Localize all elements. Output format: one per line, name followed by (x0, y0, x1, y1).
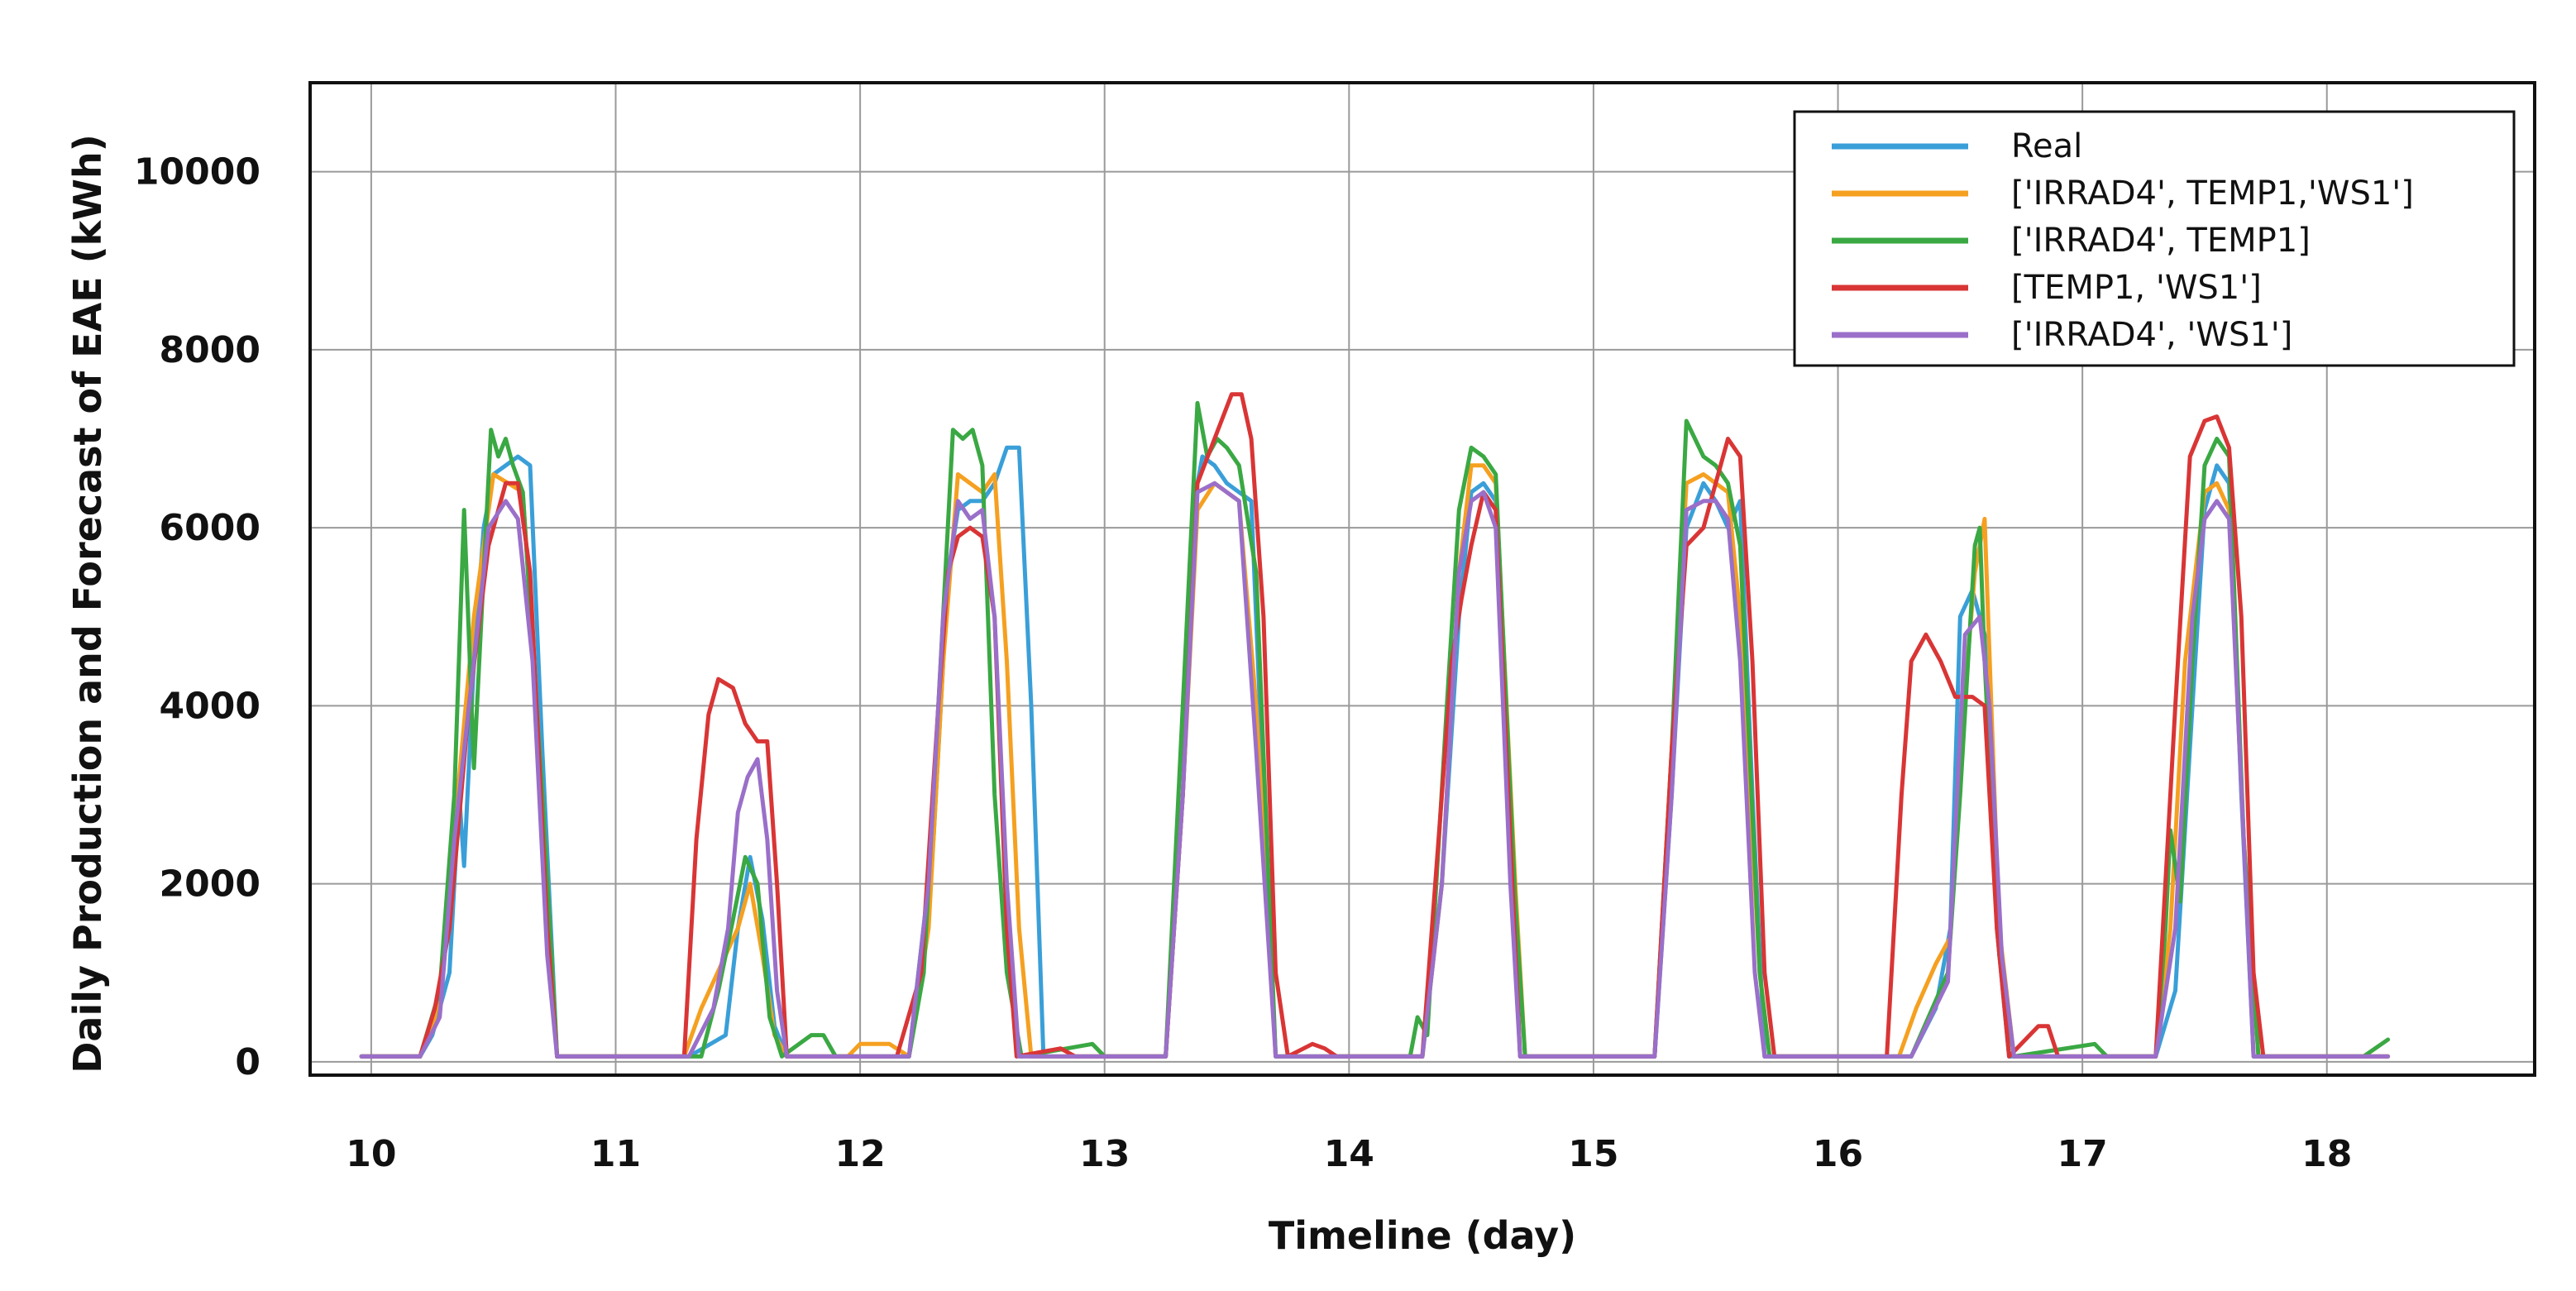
plot-frame (308, 81, 2536, 1077)
legend-label: ['IRRAD4', TEMP1] (2011, 222, 2311, 260)
series-line (359, 445, 2391, 1059)
x-tick-label: 11 (590, 1133, 641, 1175)
series-line (359, 392, 2391, 1059)
y-tick-label: 10000 (134, 151, 260, 194)
series-line (359, 481, 2391, 1059)
x-tick-label: 12 (834, 1133, 885, 1175)
legend-label: ['IRRAD4', 'WS1'] (2011, 316, 2292, 354)
x-tick-label: 18 (2301, 1133, 2352, 1175)
x-tick-label: 10 (346, 1133, 396, 1175)
y-axis-title: Daily Production and Forecast of EAE (kW… (65, 134, 110, 1073)
x-tick-label: 13 (1079, 1133, 1130, 1175)
y-axis-ticks: 0 2000 4000 6000 8000 10000 (134, 151, 260, 1083)
legend-label: Real (2011, 127, 2082, 165)
x-axis-ticks: 10 11 12 13 14 15 16 17 18 (346, 1133, 2352, 1175)
legend: Real ['IRRAD4', TEMP1,'WS1'] ['IRRAD4', TE… (1793, 110, 2516, 367)
x-tick-label: 15 (1568, 1133, 1618, 1175)
y-tick-label: 6000 (160, 507, 260, 549)
y-tick-label: 0 (235, 1041, 260, 1083)
series-lines (359, 392, 2391, 1059)
x-axis-title: Timeline (day) (1269, 1213, 1576, 1258)
y-tick-label: 4000 (160, 685, 260, 727)
legend-label: ['IRRAD4', TEMP1,'WS1'] (2011, 175, 2414, 213)
grid-lines (310, 83, 2535, 1075)
y-tick-label: 2000 (160, 863, 260, 906)
y-tick-label: 8000 (160, 329, 260, 371)
series-line (359, 463, 2391, 1059)
x-tick-label: 14 (1324, 1133, 1374, 1175)
x-tick-label: 17 (2057, 1133, 2108, 1175)
legend-label: [TEMP1, 'WS1'] (2011, 269, 2262, 307)
series-line (359, 400, 2391, 1059)
x-tick-label: 16 (1813, 1133, 1863, 1175)
